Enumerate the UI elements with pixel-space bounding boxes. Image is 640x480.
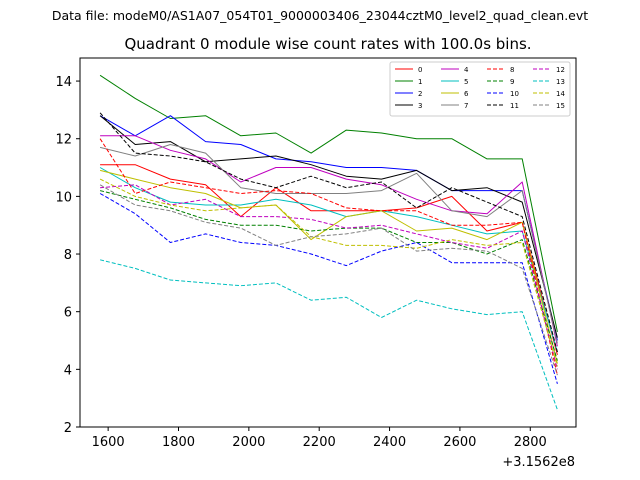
- series-line-1: [99, 74, 558, 332]
- legend-box: [389, 61, 571, 117]
- legend-label: 0: [418, 66, 422, 74]
- data-file-label: Data file: modeM0/AS1A07_054T01_90000034…: [52, 8, 588, 23]
- series-line-14: [99, 178, 558, 367]
- series-line-6: [99, 169, 558, 364]
- series-line-12: [100, 184, 558, 370]
- x-tick-label: 1800: [162, 435, 195, 450]
- legend-label: 14: [556, 90, 565, 98]
- y-tick-label: 4: [64, 363, 72, 378]
- y-tick-label: 10: [55, 190, 72, 205]
- series-line-5: [99, 167, 558, 353]
- legend-label: 8: [510, 66, 514, 74]
- series-line-9: [99, 190, 558, 361]
- x-tick-label: 2400: [373, 435, 406, 450]
- x-tick-label: 1600: [92, 435, 125, 450]
- x-tick-label: 2200: [303, 435, 336, 450]
- legend-label: 7: [464, 102, 468, 110]
- series-layer: [99, 74, 558, 410]
- x-tick-label: 2800: [514, 435, 547, 450]
- series-line-15: [99, 184, 558, 376]
- x-offset-label: +3.1562e8: [502, 455, 575, 470]
- legend-label: 4: [464, 66, 469, 74]
- y-tick-label: 12: [55, 133, 72, 148]
- x-tick-label: 2000: [232, 435, 265, 450]
- series-line-2: [99, 115, 558, 341]
- series-line-13: [99, 259, 558, 410]
- legend-label: 10: [510, 90, 519, 98]
- series-line-8: [99, 138, 558, 376]
- legend-label: 9: [510, 78, 514, 86]
- legend-label: 6: [464, 90, 469, 98]
- legend-label: 15: [556, 102, 565, 110]
- legend-label: 2: [418, 90, 422, 98]
- y-tick-label: 8: [64, 248, 72, 263]
- y-tick-label: 6: [64, 306, 72, 321]
- series-line-7: [99, 144, 558, 344]
- x-tick-label: 2600: [443, 435, 476, 450]
- series-line-3: [99, 115, 558, 338]
- legend-label: 1: [418, 78, 422, 86]
- legend-label: 5: [464, 78, 468, 86]
- legend-label: 12: [556, 66, 565, 74]
- y-tick-label: 2: [64, 421, 72, 436]
- legend-label: 3: [418, 102, 422, 110]
- plot-frame: [79, 57, 577, 428]
- series-line-11: [99, 112, 558, 353]
- series-line-4: [100, 135, 558, 347]
- series-line-10: [99, 193, 558, 384]
- legend-label: 13: [556, 78, 565, 86]
- y-tick-label: 14: [55, 75, 72, 90]
- chart-title: Quadrant 0 module wise count rates with …: [124, 35, 531, 53]
- legend-label: 11: [510, 102, 519, 110]
